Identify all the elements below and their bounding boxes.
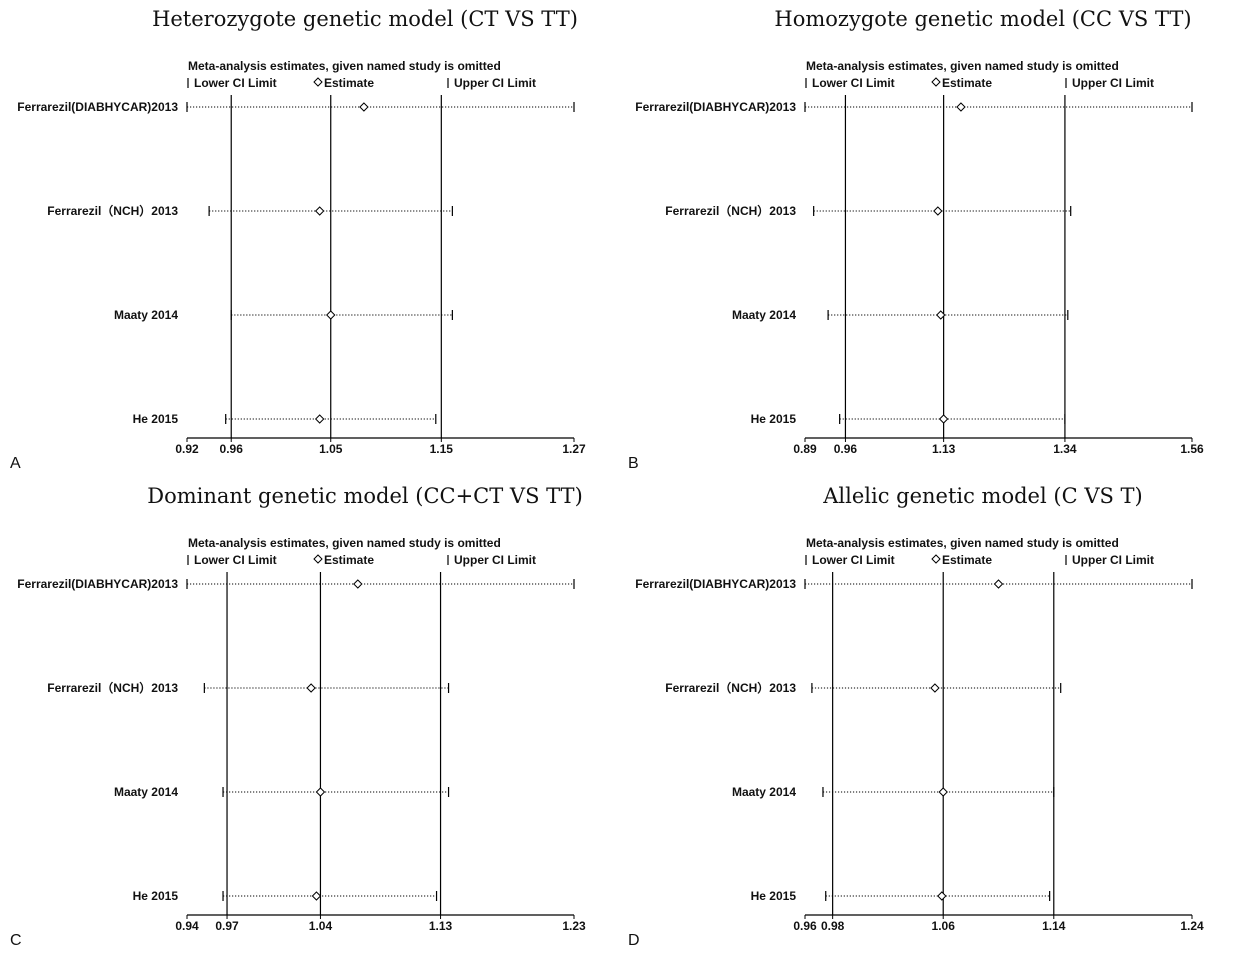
panel-a: Heterozygote genetic model (CT VS TT) Met… [0,0,618,477]
estimate-marker [937,891,947,901]
legend-upper-label: Upper CI Limit [454,76,536,90]
legend-estimate-marker [313,77,323,87]
estimate-marker [306,683,316,693]
estimate-marker [933,206,943,216]
estimate-marker [353,579,363,589]
study-label: Ferrarezil（NCH）2013 [47,203,178,218]
panel-letter: B [628,455,639,472]
study-label: Ferrarezil（NCH）2013 [665,680,796,695]
x-tick-label: 1.05 [319,442,343,456]
study-label: He 2015 [751,412,797,426]
legend-lower-label: Lower CI Limit [812,76,895,90]
chart-title: Heterozygote genetic model (CT VS TT) [152,7,578,31]
x-tick-label: 0.96 [220,442,244,456]
x-tick-label: 1.13 [932,442,956,456]
legend-lower-label: Lower CI Limit [812,553,895,567]
estimate-marker [359,102,369,112]
forest-plot: Dominant genetic model (CC+CT VS TT) Meta… [10,484,586,949]
x-tick-label: 1.23 [562,919,586,933]
legend-header: Meta-analysis estimates, given named stu… [806,59,1119,73]
study-label: Maaty 2014 [732,308,796,322]
panel-letter: D [628,932,640,949]
legend-estimate-label: Estimate [324,553,374,567]
chart-title: Homozygote genetic model (CC VS TT) [774,7,1191,31]
x-tick-label: 1.24 [1180,919,1204,933]
estimate-marker [993,579,1004,589]
panel-letter: A [10,455,21,472]
estimate-marker [314,206,325,216]
legend-header: Meta-analysis estimates, given named stu… [188,536,501,550]
estimate-marker [326,310,336,320]
study-label: Ferrarezil(DIABHYCAR)2013 [17,100,178,114]
x-tick-label: 1.27 [562,442,586,456]
x-tick-label: 1.04 [309,919,333,933]
estimate-marker [936,310,946,320]
legend-header: Meta-analysis estimates, given named stu… [188,59,501,73]
panel-c: Dominant genetic model (CC+CT VS TT) Meta… [0,477,618,954]
x-tick-label: 1.56 [1180,442,1204,456]
x-tick-label: 0.92 [175,442,199,456]
x-tick-label: 0.97 [215,919,239,933]
legend-estimate-marker [931,77,941,87]
study-label: Ferrarezil(DIABHYCAR)2013 [17,577,178,591]
study-label: Maaty 2014 [732,785,796,799]
legend-estimate-label: Estimate [324,76,374,90]
study-label: Ferrarezil（NCH）2013 [665,203,796,218]
study-label: Maaty 2014 [114,308,178,322]
x-tick-label: 1.14 [1042,919,1066,933]
legend-estimate-marker [931,554,941,564]
study-label: Ferrarezil(DIABHYCAR)2013 [635,577,796,591]
x-tick-label: 0.89 [793,442,817,456]
chart-title: Dominant genetic model (CC+CT VS TT) [147,484,583,508]
legend-upper-label: Upper CI Limit [1072,553,1154,567]
estimate-marker [938,787,948,797]
x-tick-label: 1.15 [430,442,454,456]
chart-title: Allelic genetic model (C VS T) [822,484,1143,508]
legend-lower-label: Lower CI Limit [194,553,277,567]
legend-lower-label: Lower CI Limit [194,76,277,90]
estimate-marker [938,414,949,424]
legend-upper-label: Upper CI Limit [1072,76,1154,90]
estimate-marker [315,787,326,797]
legend-estimate-label: Estimate [942,76,992,90]
x-tick-label: 1.13 [429,919,453,933]
forest-plot: Heterozygote genetic model (CT VS TT) Met… [10,7,586,472]
x-tick-label: 0.96 [793,919,817,933]
study-label: He 2015 [133,889,179,903]
legend-estimate-marker [313,554,323,564]
x-tick-label: 1.34 [1053,442,1077,456]
estimate-marker [956,102,966,112]
panel-b: Homozygote genetic model (CC VS TT) Meta-… [618,0,1236,477]
legend-upper-label: Upper CI Limit [454,553,536,567]
x-tick-label: 0.94 [175,919,199,933]
legend-estimate-label: Estimate [942,553,992,567]
forest-plot: Allelic genetic model (C VS T) Meta-analy… [628,484,1204,949]
estimate-marker [930,683,940,693]
panel-d: Allelic genetic model (C VS T) Meta-analy… [618,477,1236,954]
estimate-marker [314,414,325,424]
study-label: He 2015 [751,889,797,903]
estimate-marker [311,891,322,901]
x-tick-label: 0.96 [834,442,858,456]
x-tick-label: 0.98 [821,919,845,933]
legend-header: Meta-analysis estimates, given named stu… [806,536,1119,550]
study-label: Maaty 2014 [114,785,178,799]
study-label: Ferrarezil（NCH）2013 [47,680,178,695]
x-tick-label: 1.06 [932,919,956,933]
forest-plot: Homozygote genetic model (CC VS TT) Meta-… [628,7,1204,472]
study-label: He 2015 [133,412,179,426]
study-label: Ferrarezil(DIABHYCAR)2013 [635,100,796,114]
panel-letter: C [10,932,22,949]
